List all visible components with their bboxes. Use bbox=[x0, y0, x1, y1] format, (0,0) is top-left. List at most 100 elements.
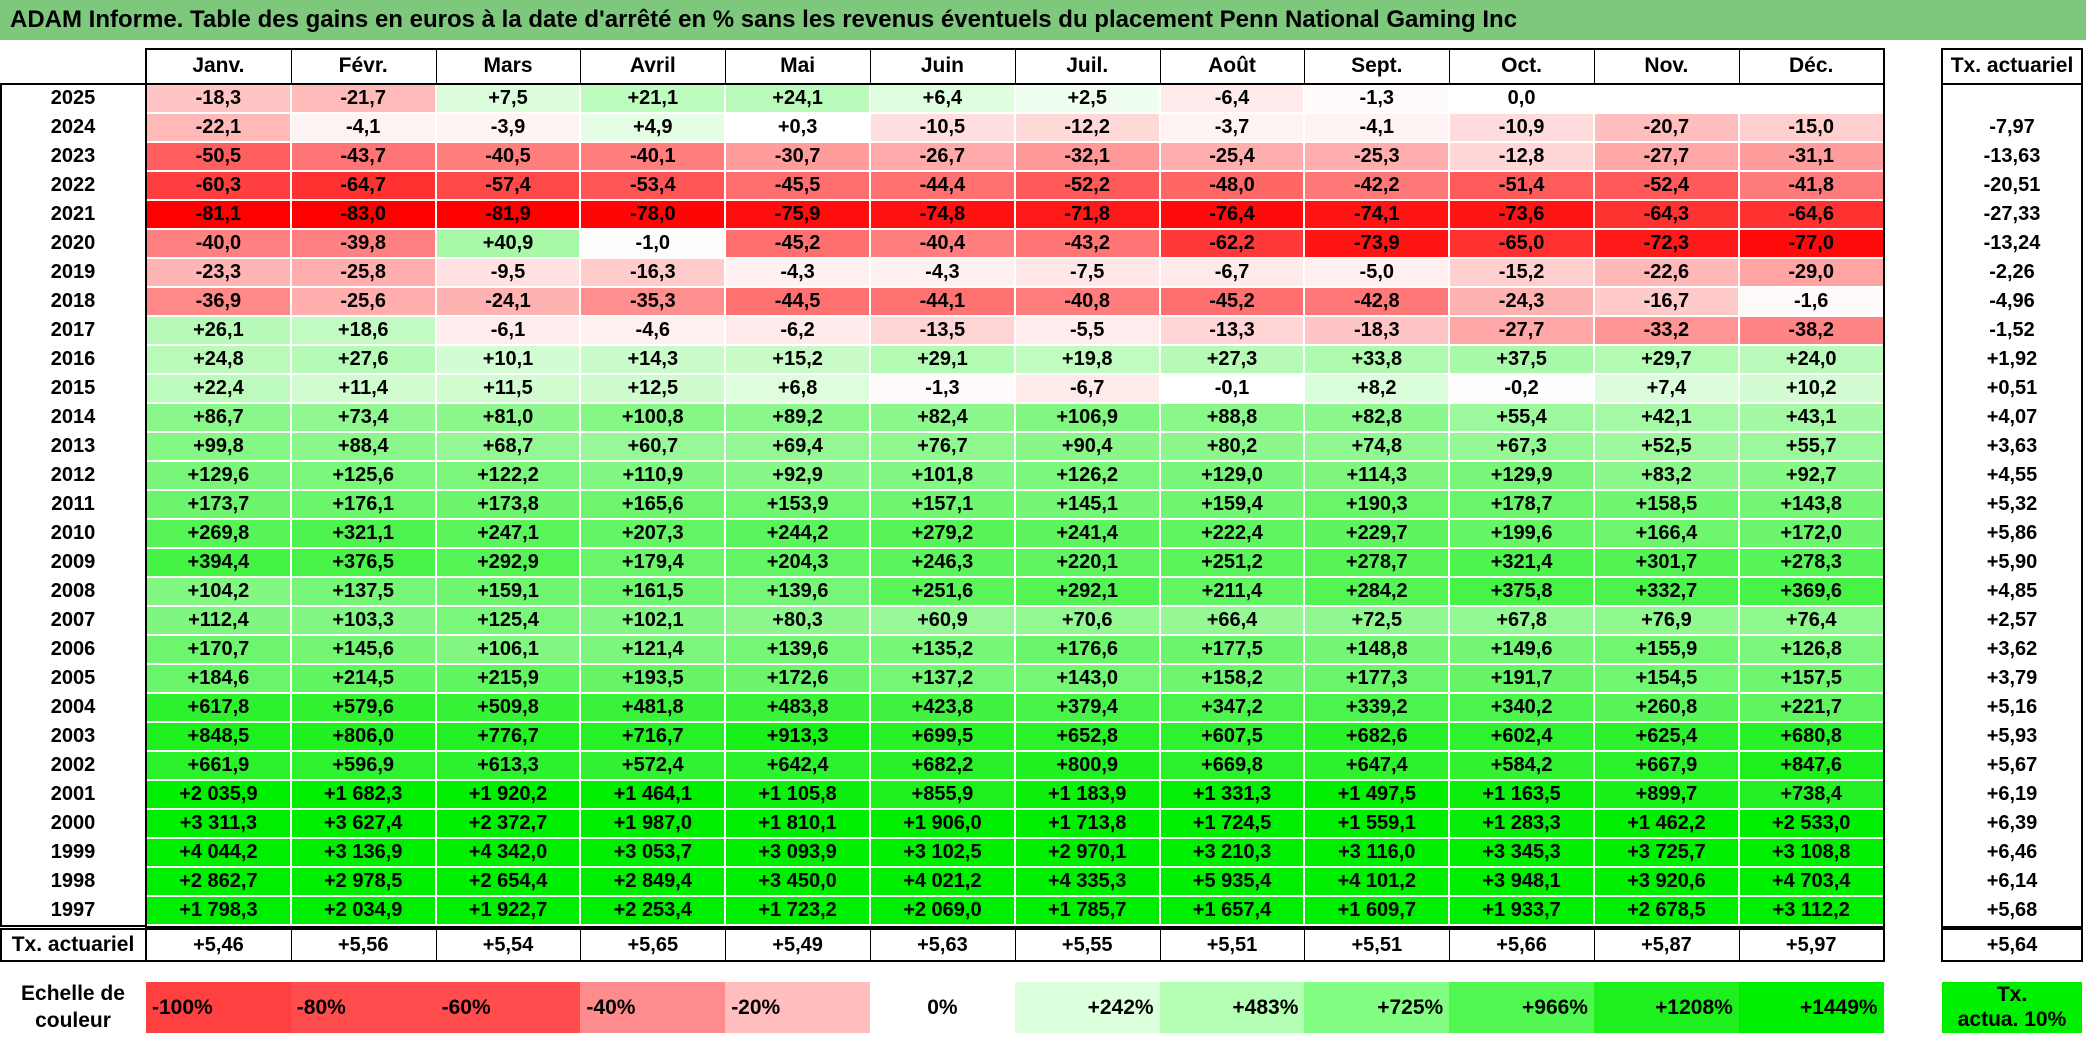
gain-cell: +170,7 bbox=[147, 636, 290, 663]
year-actuarial-rate: -20,51 bbox=[1983, 174, 2041, 196]
gain-cell: +92,7 bbox=[1739, 462, 1883, 489]
gain-cell: -73,9 bbox=[1305, 230, 1449, 257]
year-label: 2011 bbox=[51, 493, 95, 515]
gain-cell: -25,3 bbox=[1305, 143, 1449, 170]
gain-cell: -74,1 bbox=[1305, 201, 1449, 228]
year-actuarial-rate: +4,55 bbox=[1986, 464, 2038, 486]
gain-cell: +2 978,5 bbox=[291, 868, 435, 895]
gain-cell: +211,4 bbox=[1160, 578, 1304, 605]
year-label: 2014 bbox=[50, 406, 96, 428]
gain-cell: -43,7 bbox=[291, 143, 435, 170]
gain-cell: +19,8 bbox=[1015, 346, 1159, 373]
gain-cell: +129,6 bbox=[147, 462, 290, 489]
gain-cell: +126,2 bbox=[1015, 462, 1159, 489]
gain-cell: +139,6 bbox=[726, 636, 869, 663]
year-label: 2017 bbox=[50, 319, 96, 341]
gain-cell: +584,2 bbox=[1450, 752, 1593, 779]
gain-cell: +669,8 bbox=[1160, 752, 1304, 779]
month-actuarial-rate: +5,63 bbox=[917, 934, 968, 956]
gain-cell: +40,9 bbox=[436, 230, 580, 257]
year-actuarial-rate: +2,57 bbox=[1986, 609, 2038, 631]
gain-cell: +143,0 bbox=[1015, 665, 1159, 692]
gain-cell: +332,7 bbox=[1595, 578, 1738, 605]
gain-cell: +22,4 bbox=[147, 375, 290, 402]
gain-cell: +129,9 bbox=[1450, 462, 1593, 489]
gain-cell: -12,2 bbox=[1015, 114, 1159, 141]
year-actuarial-rate: -13,63 bbox=[1983, 145, 2041, 167]
gain-cell: -10,9 bbox=[1450, 114, 1593, 141]
gain-cell: +301,7 bbox=[1595, 549, 1738, 576]
gain-cell: -25,4 bbox=[1160, 143, 1304, 170]
gain-cell: +99,8 bbox=[147, 433, 290, 460]
gain-cell: -74,8 bbox=[871, 201, 1014, 228]
year-actuarial-rate: +5,93 bbox=[1986, 725, 2038, 747]
gain-cell: +155,9 bbox=[1595, 636, 1738, 663]
year-label: 2000 bbox=[50, 812, 96, 834]
gain-cell: +607,5 bbox=[1160, 723, 1304, 750]
gain-cell: -45,2 bbox=[1160, 288, 1304, 315]
year-label: 1997 bbox=[50, 899, 96, 921]
gain-cell: +11,4 bbox=[291, 375, 435, 402]
column-separator bbox=[870, 48, 871, 83]
gain-cell: +1 933,7 bbox=[1450, 897, 1593, 924]
gain-cell: +4 044,2 bbox=[147, 839, 290, 866]
month-header: Déc. bbox=[1789, 54, 1834, 77]
gain-cell: +1 920,2 bbox=[436, 781, 580, 808]
gain-cell: -45,2 bbox=[726, 230, 869, 257]
gain-cell: +340,2 bbox=[1450, 694, 1593, 721]
gain-cell: +214,5 bbox=[291, 665, 435, 692]
color-scale-step: +242% bbox=[1014, 982, 1160, 1033]
gain-cell: +3 948,1 bbox=[1450, 868, 1593, 895]
gain-cell: +1 798,3 bbox=[147, 897, 290, 924]
color-scale-step: -40% bbox=[580, 982, 726, 1033]
gain-cell: +913,3 bbox=[726, 723, 869, 750]
gain-cell: -27,7 bbox=[1595, 143, 1738, 170]
gain-cell: +81,0 bbox=[436, 404, 580, 431]
gain-cell: +21,1 bbox=[581, 85, 725, 112]
year-actuarial-rate: +4,85 bbox=[1986, 580, 2038, 602]
gain-cell: +122,2 bbox=[436, 462, 580, 489]
gain-cell: -40,0 bbox=[147, 230, 290, 257]
gain-cell: +1 724,5 bbox=[1160, 810, 1304, 837]
year-actuarial-rate: +6,14 bbox=[1986, 870, 2038, 892]
gain-cell: +579,6 bbox=[291, 694, 435, 721]
gain-cell: -51,4 bbox=[1450, 172, 1593, 199]
gain-cell: +394,4 bbox=[147, 549, 290, 576]
gain-cell: +149,6 bbox=[1450, 636, 1593, 663]
gain-cell: +135,2 bbox=[871, 636, 1014, 663]
gain-cell: +27,3 bbox=[1160, 346, 1304, 373]
actuarial-legend-line1: Tx. bbox=[1996, 983, 2028, 1006]
gain-cell: +4 021,2 bbox=[871, 868, 1014, 895]
gain-cell: +3 112,2 bbox=[1739, 897, 1883, 924]
gain-cell: +3 725,7 bbox=[1595, 839, 1738, 866]
gain-cell: +154,5 bbox=[1595, 665, 1738, 692]
gain-cell: +509,8 bbox=[436, 694, 580, 721]
gain-cell: +90,4 bbox=[1015, 433, 1159, 460]
gain-cell: +244,2 bbox=[726, 520, 869, 547]
gain-cell bbox=[1595, 85, 1738, 112]
gain-cell: -23,3 bbox=[147, 259, 290, 286]
gain-cell: +6,4 bbox=[871, 85, 1014, 112]
gain-cell: +1 497,5 bbox=[1305, 781, 1449, 808]
gain-cell: +24,1 bbox=[726, 85, 869, 112]
gain-cell: -81,1 bbox=[147, 201, 290, 228]
gain-cell: +347,2 bbox=[1160, 694, 1304, 721]
gain-cell: +24,0 bbox=[1739, 346, 1883, 373]
gain-cell: +8,2 bbox=[1305, 375, 1449, 402]
month-actuarial-rate: +5,46 bbox=[193, 934, 244, 956]
color-scale-step: +1449% bbox=[1738, 982, 1884, 1033]
gain-cell: +278,7 bbox=[1305, 549, 1449, 576]
gain-cell: +222,4 bbox=[1160, 520, 1304, 547]
gain-cell: -42,2 bbox=[1305, 172, 1449, 199]
year-label: 2016 bbox=[50, 348, 96, 370]
actuarial-color-legend: Tx. actua. 10% bbox=[1942, 982, 2082, 1033]
gain-cell: -44,1 bbox=[871, 288, 1014, 315]
month-header: Oct. bbox=[1501, 54, 1542, 77]
gain-cell: +2 372,7 bbox=[436, 810, 580, 837]
row-separator bbox=[1941, 83, 2083, 85]
gain-cell: +3 627,4 bbox=[291, 810, 435, 837]
gain-cell: -18,3 bbox=[147, 85, 290, 112]
gain-cell: +2 970,1 bbox=[1015, 839, 1159, 866]
gain-cell: -83,0 bbox=[291, 201, 435, 228]
gain-cell: -24,3 bbox=[1450, 288, 1593, 315]
